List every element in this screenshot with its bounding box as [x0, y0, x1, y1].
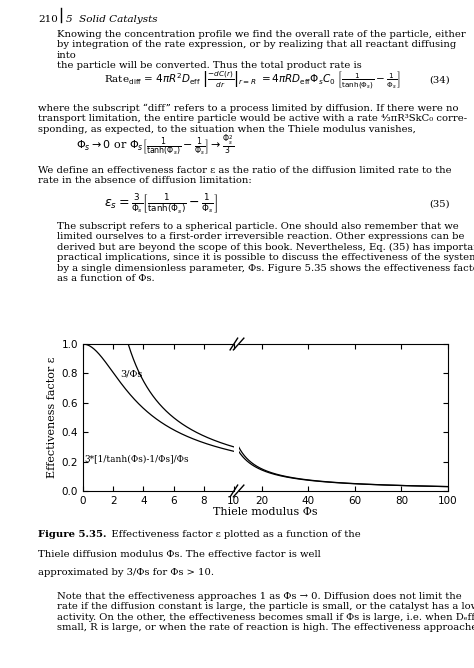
Text: Thiele modulus Φs: Thiele modulus Φs [213, 508, 318, 517]
Text: Rate$_{\rm diff}$ = $4\pi R^2 D_{\rm eff}$ $\left|\frac{-dC(r)}{dr}\right|_{r=R}: Rate$_{\rm diff}$ = $4\pi R^2 D_{\rm eff… [104, 69, 401, 91]
Text: Thiele diffusion modulus Φs. The effective factor is well: Thiele diffusion modulus Φs. The effecti… [38, 550, 321, 558]
Text: Knowing the concentration profile we find the overall rate of the particle, eith: Knowing the concentration profile we fin… [57, 30, 465, 70]
Text: 5  Solid Catalysts: 5 Solid Catalysts [66, 15, 158, 23]
Y-axis label: Effectiveness factor ε: Effectiveness factor ε [47, 357, 57, 478]
Text: $\varepsilon_s = \frac{3}{\Phi_s}\left[\frac{1}{\tanh(\Phi_s)} - \frac{1}{\Phi_s: $\varepsilon_s = \frac{3}{\Phi_s}\left[\… [104, 192, 219, 216]
Text: Note that the effectiveness approaches 1 as Φs → 0. Diffusion does not limit the: Note that the effectiveness approaches 1… [57, 592, 474, 632]
Text: where the subscript “diff” refers to a process limited by diffusion. If there we: where the subscript “diff” refers to a p… [38, 104, 467, 134]
Text: (34): (34) [429, 75, 450, 85]
Text: (35): (35) [429, 200, 450, 209]
Text: We define an effectiveness factor ε as the ratio of the diffusion limited rate t: We define an effectiveness factor ε as t… [38, 166, 452, 185]
Text: $\Phi_s \to 0$ or $\Phi_s\left[\frac{1}{\tanh(\Phi_s)} - \frac{1}{\Phi_s}\right]: $\Phi_s \to 0$ or $\Phi_s\left[\frac{1}{… [76, 134, 234, 158]
Text: approximated by 3/Φs for Φs > 10.: approximated by 3/Φs for Φs > 10. [38, 568, 214, 576]
Text: 3/Φs: 3/Φs [121, 369, 143, 378]
Text: Effectiveness factor ε plotted as a function of the: Effectiveness factor ε plotted as a func… [102, 530, 361, 538]
Text: 210: 210 [38, 15, 58, 23]
Text: The subscript refers to a spherical particle. One should also remember that we
l: The subscript refers to a spherical part… [57, 222, 474, 283]
Text: Figure 5.35.: Figure 5.35. [38, 530, 107, 538]
Text: 3*[1/tanh(Φs)-1/Φs]/Φs: 3*[1/tanh(Φs)-1/Φs]/Φs [84, 455, 189, 464]
